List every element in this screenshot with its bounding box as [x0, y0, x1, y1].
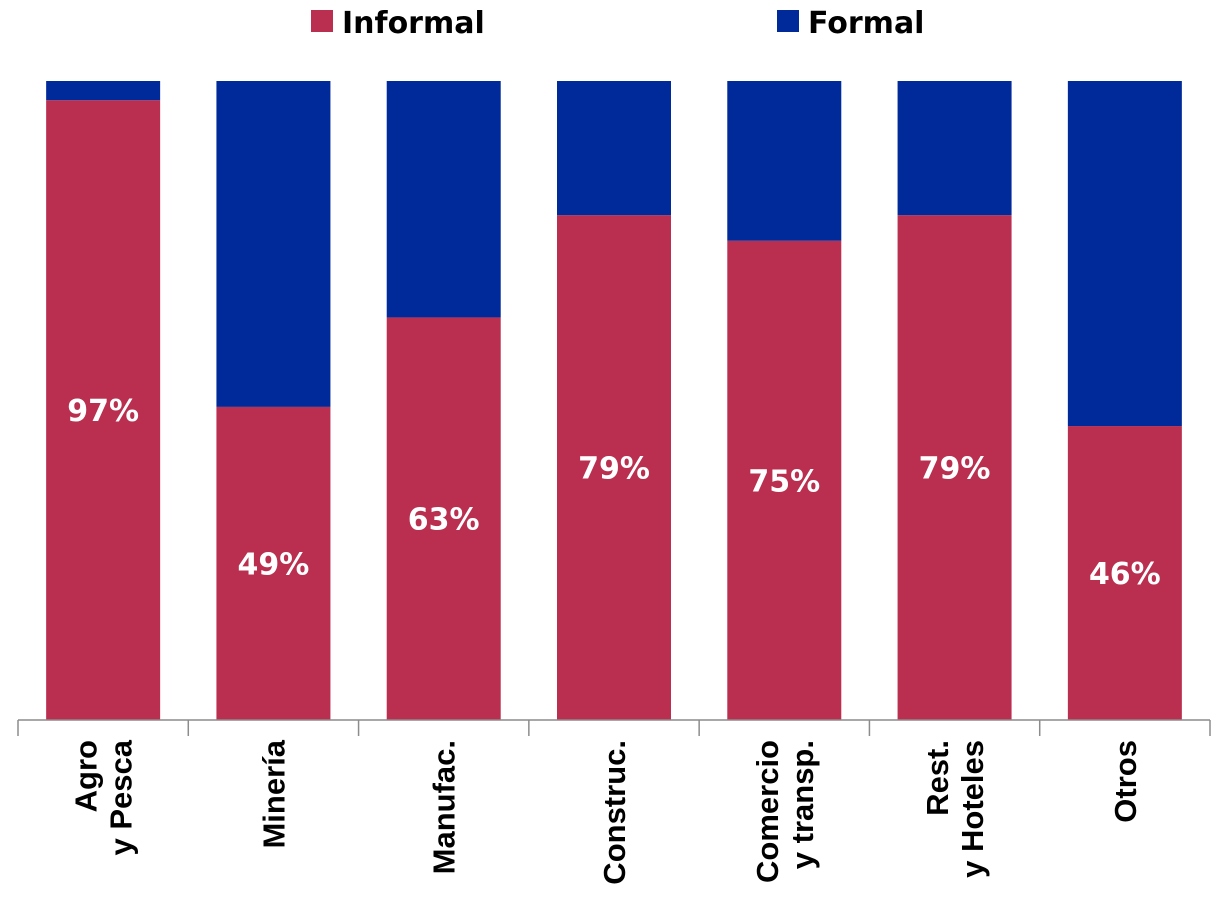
category-label-line: Rest. — [920, 740, 955, 816]
category-label-6: Otros — [1108, 740, 1143, 823]
x-axis: Agroy Pesca Minería Manufac. Construc. Comer… — [17, 719, 1211, 885]
data-label-3: 79% — [578, 452, 650, 487]
category-label-line: Comercio — [750, 740, 785, 883]
bar-informal-1 — [216, 406, 331, 720]
bar-formal-4 — [727, 81, 842, 241]
data-label-1: 49% — [238, 547, 310, 582]
bar-formal-1 — [216, 81, 331, 407]
category-label-0: Agroy Pesca — [69, 739, 139, 855]
bar-informal-3 — [557, 215, 671, 720]
category-label-line: Manufac. — [427, 740, 462, 874]
legend-swatch-informal — [311, 10, 333, 32]
data-label-2: 63% — [408, 503, 480, 538]
data-label-4: 75% — [748, 464, 820, 499]
legend-swatch-formal — [777, 10, 799, 32]
data-label-0: 97% — [67, 394, 139, 429]
bars: 97% 49% 63% 79% 75% 79% 46% — [46, 81, 1182, 721]
category-label-line: Agro — [69, 740, 104, 812]
bar-formal-3 — [557, 81, 671, 216]
legend: Informal Formal — [311, 6, 924, 41]
category-label-line: y Hoteles — [955, 740, 990, 878]
data-label-5: 79% — [919, 452, 991, 487]
bar-formal-0 — [46, 81, 161, 101]
bar-formal-5 — [897, 81, 1012, 216]
category-label-line: y Pesca — [104, 739, 139, 855]
legend-label-formal: Formal — [808, 6, 924, 41]
category-label-line: y transp. — [785, 740, 820, 869]
bar-formal-2 — [386, 81, 501, 318]
legend-label-informal: Informal — [342, 6, 485, 41]
category-label-2: Manufac. — [427, 740, 462, 874]
category-label-line: Otros — [1108, 740, 1143, 823]
bar-informal-4 — [727, 240, 842, 720]
category-label-1: Minería — [256, 739, 291, 848]
category-label-line: Construc. — [597, 740, 632, 885]
bar-informal-6 — [1067, 426, 1182, 720]
category-label-line: Minería — [256, 739, 291, 848]
bar-formal-6 — [1067, 81, 1182, 427]
bar-informal-2 — [386, 317, 501, 720]
bar-informal-0 — [46, 100, 161, 721]
category-label-5: Rest.y Hoteles — [920, 740, 990, 878]
category-label-4: Comercioy transp. — [750, 740, 820, 883]
bar-informal-5 — [897, 215, 1012, 720]
data-label-6: 46% — [1089, 557, 1161, 592]
category-label-3: Construc. — [597, 740, 632, 885]
